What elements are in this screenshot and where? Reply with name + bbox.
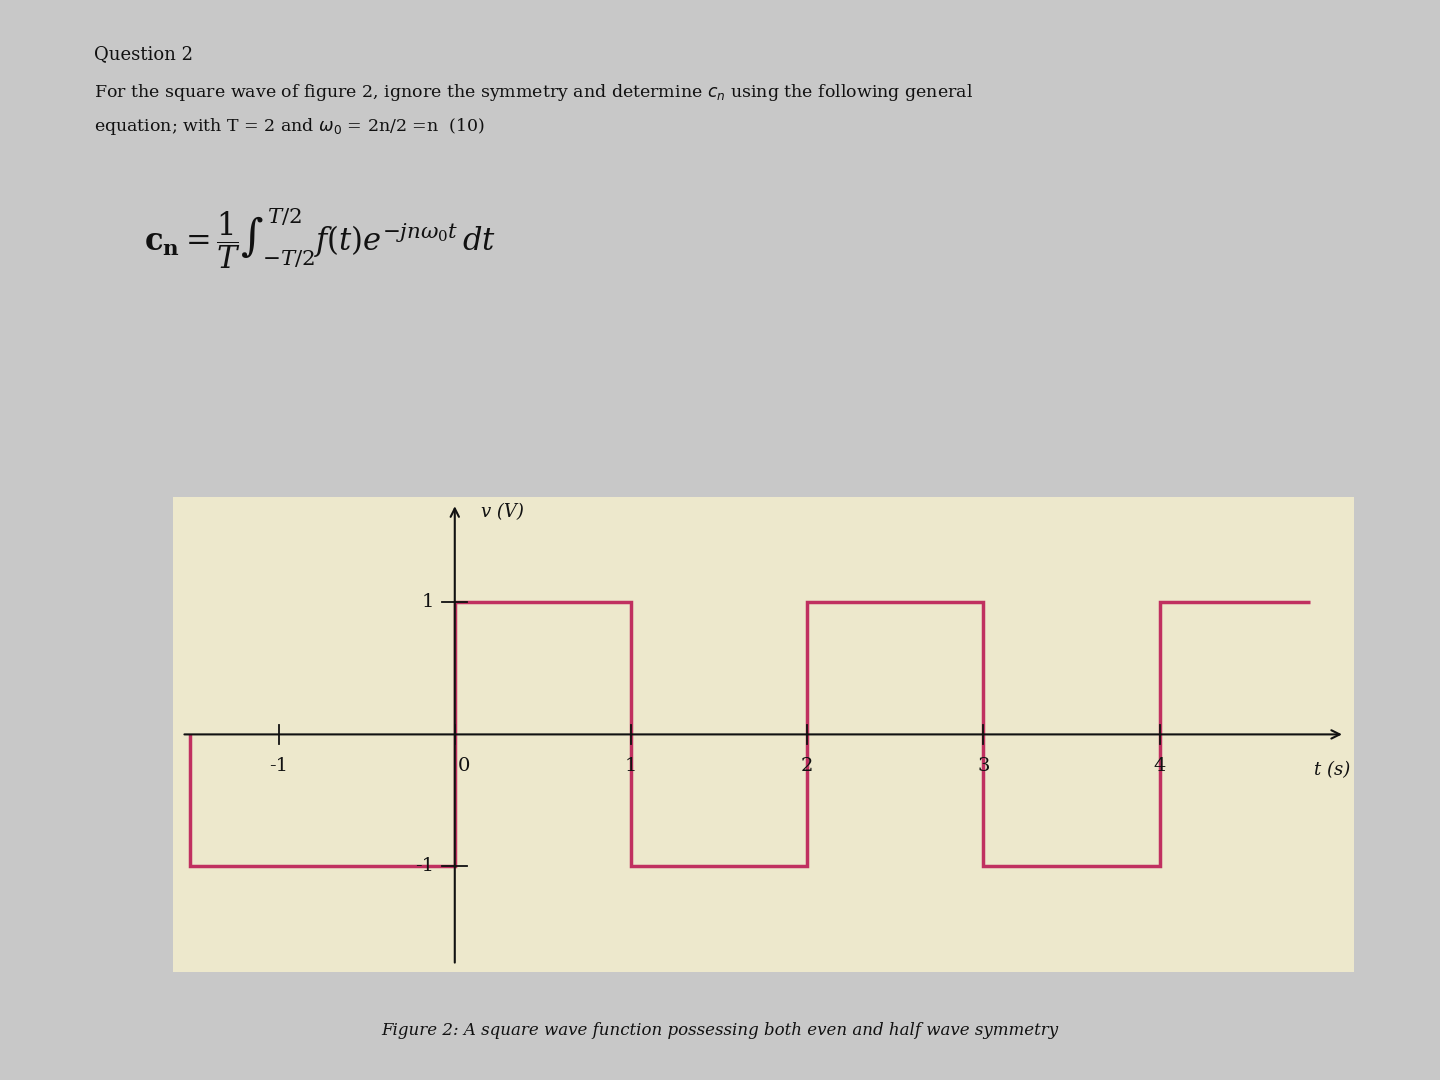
Text: v (V): v (V) <box>481 503 524 522</box>
Text: Figure 2: A square wave function possessing both even and half wave symmetry: Figure 2: A square wave function possess… <box>382 1022 1058 1039</box>
Text: 1: 1 <box>422 593 433 611</box>
Text: 2: 2 <box>801 757 814 774</box>
Text: 4: 4 <box>1153 757 1166 774</box>
Text: For the square wave of figure 2, ignore the symmetry and determine $c_n$ using t: For the square wave of figure 2, ignore … <box>94 82 972 103</box>
Text: equation; with T = 2 and $\omega_0$ = 2n/2 =n  (10): equation; with T = 2 and $\omega_0$ = 2n… <box>94 116 484 136</box>
Text: $\mathbf{c_n} = \dfrac{1}{T}\int_{-T/2}^{T/2} f(t)e^{-jn\omega_0 t}\,dt$: $\mathbf{c_n} = \dfrac{1}{T}\int_{-T/2}^… <box>144 205 495 271</box>
Text: 0: 0 <box>458 757 469 774</box>
Text: -1: -1 <box>415 858 433 876</box>
Text: 3: 3 <box>978 757 989 774</box>
Text: t (s): t (s) <box>1313 760 1351 779</box>
Text: Question 2: Question 2 <box>94 45 193 64</box>
Text: 1: 1 <box>625 757 638 774</box>
Text: -1: -1 <box>269 757 288 774</box>
